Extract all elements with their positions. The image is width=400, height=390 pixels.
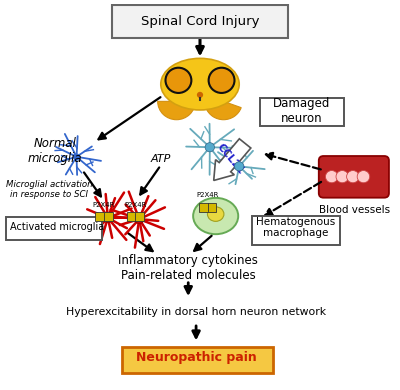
Text: Hematogenous
macrophage: Hematogenous macrophage xyxy=(256,217,336,238)
Text: Hyperexcitability in dorsal horn neuron network: Hyperexcitability in dorsal horn neuron … xyxy=(66,307,326,317)
FancyBboxPatch shape xyxy=(199,203,216,212)
Circle shape xyxy=(336,170,348,183)
Wedge shape xyxy=(206,101,241,120)
Text: P2X4R: P2X4R xyxy=(197,192,219,198)
Ellipse shape xyxy=(193,198,238,234)
Circle shape xyxy=(206,144,213,151)
FancyBboxPatch shape xyxy=(95,212,112,222)
Circle shape xyxy=(357,170,370,183)
Text: Inflammatory cytokines
Pain-related molecules: Inflammatory cytokines Pain-related mole… xyxy=(118,254,258,282)
Circle shape xyxy=(166,68,191,93)
Wedge shape xyxy=(158,101,195,120)
Text: CCL21: CCL21 xyxy=(215,142,246,176)
Ellipse shape xyxy=(208,207,224,222)
Text: Damaged
neuron: Damaged neuron xyxy=(273,97,331,125)
Text: Spinal Cord Injury: Spinal Cord Injury xyxy=(141,14,259,28)
Text: Normal
microglia: Normal microglia xyxy=(28,137,82,165)
Circle shape xyxy=(234,162,244,171)
FancyBboxPatch shape xyxy=(122,347,272,373)
FancyBboxPatch shape xyxy=(319,156,389,198)
Text: Neuropathic pain: Neuropathic pain xyxy=(136,351,256,364)
Ellipse shape xyxy=(161,58,239,110)
Circle shape xyxy=(74,154,79,160)
Text: ATP: ATP xyxy=(151,154,171,164)
Circle shape xyxy=(103,213,112,223)
Circle shape xyxy=(236,164,242,169)
FancyBboxPatch shape xyxy=(252,216,340,245)
Text: Activated microglia: Activated microglia xyxy=(10,222,104,232)
FancyBboxPatch shape xyxy=(6,217,102,240)
Circle shape xyxy=(134,215,144,223)
Text: P2X4R: P2X4R xyxy=(93,202,115,207)
Circle shape xyxy=(347,170,359,183)
Text: Microglial activation
in response to SCI: Microglial activation in response to SCI xyxy=(6,179,92,199)
Circle shape xyxy=(326,170,338,183)
FancyBboxPatch shape xyxy=(127,212,144,222)
Text: P2X4R: P2X4R xyxy=(124,202,146,207)
Circle shape xyxy=(205,143,214,152)
FancyArrow shape xyxy=(214,139,251,181)
Circle shape xyxy=(197,92,203,98)
FancyBboxPatch shape xyxy=(260,98,344,126)
FancyBboxPatch shape xyxy=(112,5,288,38)
Circle shape xyxy=(209,68,234,93)
Text: Blood vessels: Blood vessels xyxy=(319,205,390,215)
